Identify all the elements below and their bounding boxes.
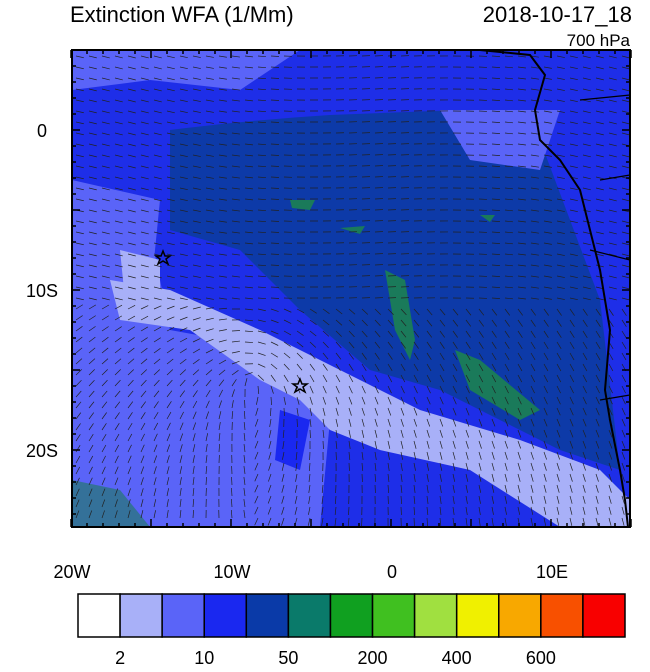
colorbar-box	[330, 594, 372, 637]
lon-label: 0	[387, 562, 397, 582]
map	[72, 50, 630, 527]
colorbar-box	[288, 594, 330, 637]
colorbar-box	[541, 594, 583, 637]
colorbar-box	[583, 594, 625, 637]
colorbar-box	[120, 594, 162, 637]
title: Extinction WFA (1/Mm)	[70, 2, 294, 27]
colorbar-label: 400	[442, 648, 472, 667]
lat-label: 20S	[26, 441, 58, 461]
colorbar-box	[457, 594, 499, 637]
colorbar: 2 10 50 200 400 600	[78, 594, 625, 667]
colorbar-label: 2	[115, 648, 125, 667]
colorbar-label: 50	[278, 648, 298, 667]
lat-label: 0	[37, 121, 47, 141]
colorbar-label: 600	[526, 648, 556, 667]
colorbar-box	[499, 594, 541, 637]
colorbar-box	[373, 594, 415, 637]
lon-label: 20W	[53, 562, 90, 582]
colorbar-box	[78, 594, 120, 637]
colorbar-box	[415, 594, 457, 637]
colorbar-box	[162, 594, 204, 637]
lon-label: 10E	[536, 562, 568, 582]
colorbar-box	[246, 594, 288, 637]
date: 2018-10-17_18	[483, 2, 632, 27]
colorbar-label: 200	[358, 648, 388, 667]
colorbar-box	[204, 594, 246, 637]
lon-label: 10W	[213, 562, 250, 582]
colorbar-label: 10	[194, 648, 214, 667]
level: 700 hPa	[567, 31, 631, 50]
lat-label: 10S	[26, 281, 58, 301]
